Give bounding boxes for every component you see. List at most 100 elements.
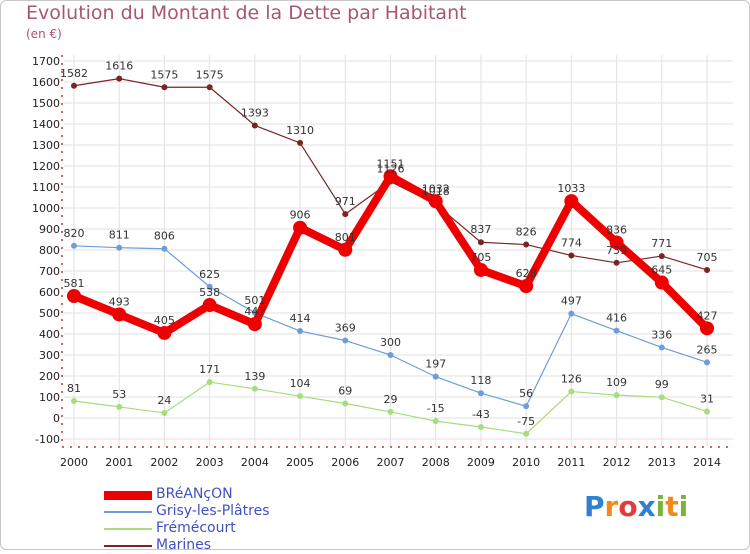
x-tick-label: 2008 xyxy=(422,456,450,469)
y-tick-label: 1700 xyxy=(32,55,60,68)
legend-item: Marines xyxy=(104,537,364,554)
data-label: 171 xyxy=(199,363,220,376)
data-label: 336 xyxy=(651,328,672,341)
x-tick-label: 2006 xyxy=(331,456,359,469)
y-tick-label: 1400 xyxy=(32,118,60,131)
y-tick-label: 200 xyxy=(39,370,60,383)
chart-subtitle: (en €) xyxy=(26,27,62,41)
data-label: 820 xyxy=(64,227,85,240)
data-point xyxy=(568,310,575,317)
logo-letter: t xyxy=(665,490,679,523)
data-label: 126 xyxy=(561,373,582,386)
data-label: 53 xyxy=(112,388,126,401)
data-point xyxy=(342,337,349,344)
data-point xyxy=(116,403,123,410)
data-label: 705 xyxy=(470,251,491,264)
data-point xyxy=(704,266,710,273)
legend-label: Grisy-les-Plâtres xyxy=(156,503,270,519)
data-label: 493 xyxy=(109,295,130,308)
data-label: 118 xyxy=(470,374,491,387)
x-tick-label: 2004 xyxy=(241,456,269,469)
data-label: 837 xyxy=(470,223,491,236)
data-label: 971 xyxy=(335,195,356,208)
data-label: 1575 xyxy=(150,68,178,81)
data-label: -43 xyxy=(472,408,490,421)
legend-swatch xyxy=(104,545,152,547)
x-tick-label: 2003 xyxy=(196,456,224,469)
x-tick-label: 2000 xyxy=(60,456,88,469)
x-tick-label: 2009 xyxy=(467,456,495,469)
data-point xyxy=(67,288,81,303)
legend: BRéANçON Grisy-les-Plâtres Frémécourt Marin… xyxy=(104,486,364,554)
data-point xyxy=(658,344,665,351)
data-point xyxy=(658,394,665,401)
data-point xyxy=(206,379,213,386)
data-point xyxy=(112,307,127,322)
data-label: 69 xyxy=(338,385,352,398)
data-label: 81 xyxy=(67,382,81,395)
y-tick-label: 700 xyxy=(39,265,60,278)
logo-letter: x xyxy=(637,490,656,523)
data-label: 447 xyxy=(244,305,265,318)
y-tick-label: 1100 xyxy=(32,181,60,194)
y-tick-label: 500 xyxy=(39,307,60,320)
data-label: 1616 xyxy=(105,60,133,73)
data-point xyxy=(297,393,304,400)
data-point xyxy=(700,321,714,336)
y-tick-label: 300 xyxy=(39,349,60,362)
data-point xyxy=(658,253,665,260)
data-label: 1151 xyxy=(377,157,405,170)
data-point xyxy=(297,328,304,335)
data-point xyxy=(523,430,530,437)
y-tick-label: 1500 xyxy=(32,97,60,110)
data-label: 197 xyxy=(425,358,446,371)
data-label: 416 xyxy=(606,312,627,325)
logo-letter: P xyxy=(584,490,605,523)
data-point xyxy=(428,194,443,209)
data-point xyxy=(342,400,349,407)
data-point xyxy=(383,169,398,184)
data-point xyxy=(477,424,484,431)
x-tick-label: 2001 xyxy=(105,456,133,469)
data-point xyxy=(609,235,624,250)
legend-swatch xyxy=(104,490,152,500)
legend-item: BRéANçON xyxy=(104,486,364,503)
data-label: 414 xyxy=(290,312,311,325)
data-label: 1032 xyxy=(422,182,450,195)
data-point xyxy=(568,252,575,259)
data-point xyxy=(613,392,620,399)
data-point xyxy=(432,418,439,425)
y-tick-label: 0 xyxy=(53,412,60,425)
data-label: 497 xyxy=(561,295,582,308)
data-label: 427 xyxy=(697,309,718,322)
logo-letter: i xyxy=(655,490,666,523)
data-point xyxy=(613,259,620,266)
data-point xyxy=(704,359,710,366)
y-tick-label: 1600 xyxy=(32,76,60,89)
data-label: 836 xyxy=(606,223,627,236)
data-point xyxy=(251,385,258,392)
y-tick-label: 600 xyxy=(39,286,60,299)
x-tick-label: 2002 xyxy=(150,456,178,469)
data-label: 1126 xyxy=(377,163,405,176)
y-tick-label: 1000 xyxy=(32,202,60,215)
data-point xyxy=(523,403,530,410)
data-label: 1310 xyxy=(286,124,314,137)
legend-label: BRéANçON xyxy=(156,486,233,502)
data-point xyxy=(161,409,168,416)
y-tick-label: 1300 xyxy=(32,139,60,152)
x-tick-label: 2007 xyxy=(377,456,405,469)
data-point xyxy=(161,245,168,252)
data-point xyxy=(387,352,394,358)
logo-letter: i xyxy=(678,490,689,523)
data-label: 300 xyxy=(380,336,401,349)
data-label: 705 xyxy=(697,251,718,264)
y-tick-label: 900 xyxy=(39,223,60,236)
data-label: 581 xyxy=(64,277,85,290)
data-label: 628 xyxy=(516,267,537,280)
data-point xyxy=(477,239,484,246)
data-point xyxy=(116,75,123,82)
data-label: 99 xyxy=(655,378,669,391)
legend-swatch xyxy=(104,528,152,530)
